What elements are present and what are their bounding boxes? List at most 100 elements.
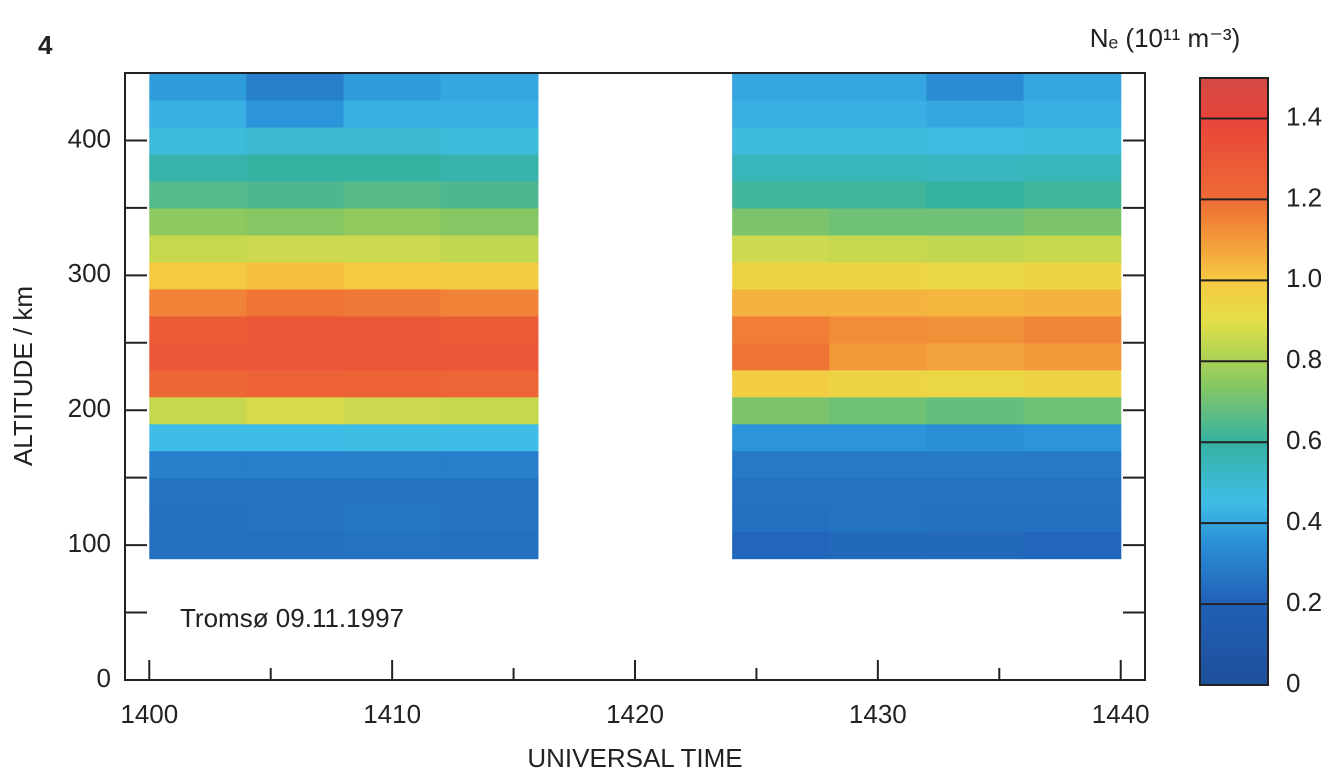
heat-cell	[343, 99, 442, 128]
heat-cell	[343, 234, 442, 263]
heat-cell	[149, 288, 248, 317]
heat-cell	[1023, 261, 1122, 290]
y-tick-label: 400	[68, 123, 111, 153]
heat-cell	[926, 504, 1025, 533]
heat-cell	[926, 234, 1025, 263]
heat-cell	[926, 396, 1025, 425]
heat-cell	[343, 342, 442, 371]
heat-cell	[732, 315, 830, 344]
y-tick-label: 200	[68, 393, 111, 423]
heat-cell	[926, 531, 1025, 560]
heat-cell	[829, 288, 928, 317]
heat-cell	[829, 342, 928, 371]
colorbar-tick-label: 0.6	[1286, 425, 1322, 455]
heat-cell	[343, 261, 442, 290]
heat-cell	[732, 261, 830, 290]
heat-cell	[732, 207, 830, 236]
heat-cell	[732, 73, 830, 101]
heat-cell	[149, 396, 248, 425]
heat-cell	[1023, 234, 1122, 263]
heat-cell	[829, 477, 928, 506]
heat-cell	[926, 288, 1025, 317]
heat-cell	[149, 504, 248, 533]
heat-cell	[440, 504, 539, 533]
heat-cell	[1023, 207, 1122, 236]
heat-cell	[926, 342, 1025, 371]
heat-cell	[149, 450, 248, 479]
heat-cell	[343, 504, 442, 533]
heat-cell	[1023, 126, 1122, 155]
heat-cell	[246, 423, 345, 452]
heat-cell	[732, 504, 830, 533]
heat-cell	[440, 342, 539, 371]
heat-cell	[829, 369, 928, 398]
heat-cell	[926, 180, 1025, 209]
heat-cell	[732, 126, 830, 155]
heat-cell	[440, 207, 539, 236]
x-tick-label: 1430	[849, 699, 907, 729]
heat-cell	[440, 99, 539, 128]
x-tick-label: 1440	[1092, 699, 1150, 729]
heat-cell	[1023, 73, 1122, 101]
heat-cell	[149, 477, 248, 506]
heat-cell	[926, 126, 1025, 155]
heat-cell	[343, 180, 442, 209]
x-axis-label: UNIVERSAL TIME	[527, 743, 742, 773]
panel-label: 4	[38, 30, 53, 60]
colorbar-tick-label: 0.8	[1286, 344, 1322, 374]
heat-cell	[246, 342, 345, 371]
heat-cell	[246, 396, 345, 425]
heat-cell	[246, 450, 345, 479]
heat-cell	[829, 207, 928, 236]
heat-cell	[732, 99, 830, 128]
heat-cell	[829, 531, 928, 560]
heat-cell	[926, 315, 1025, 344]
heat-cell	[829, 504, 928, 533]
heat-cell	[926, 153, 1025, 182]
y-tick-label: 0	[97, 663, 111, 693]
colorbar-tick-label: 0.4	[1286, 506, 1322, 536]
heat-cell	[246, 504, 345, 533]
heat-cell	[149, 423, 248, 452]
heat-cell	[440, 396, 539, 425]
heat-cell	[246, 207, 345, 236]
heat-cell	[149, 531, 248, 560]
heat-cell	[440, 73, 539, 101]
heat-cell	[926, 423, 1025, 452]
heat-cell	[926, 477, 1025, 506]
x-tick-label: 1420	[606, 699, 664, 729]
heat-cell	[246, 99, 345, 128]
y-tick-label: 300	[68, 258, 111, 288]
colorbar-tick-label: 1.2	[1286, 182, 1322, 212]
y-axis-label: ALTITUDE / km	[8, 286, 38, 466]
heat-cell	[732, 180, 830, 209]
heat-cell	[1023, 450, 1122, 479]
heat-cell	[343, 450, 442, 479]
heat-cell	[343, 207, 442, 236]
heat-cell	[1023, 288, 1122, 317]
heat-cell	[1023, 423, 1122, 452]
heat-cell	[926, 450, 1025, 479]
heat-cell	[440, 234, 539, 263]
heat-cell	[926, 73, 1025, 101]
heat-cell	[1023, 99, 1122, 128]
heat-cell	[926, 207, 1025, 236]
heat-cell	[829, 396, 928, 425]
heat-cell	[149, 180, 248, 209]
heat-cell	[246, 234, 345, 263]
heat-cell	[829, 126, 928, 155]
heat-cell	[829, 423, 928, 452]
heat-cell	[829, 180, 928, 209]
colorbar-label: Nₑ (10¹¹ m⁻³)	[1090, 23, 1240, 53]
heat-cell	[246, 261, 345, 290]
heat-cell	[829, 153, 928, 182]
heat-cell	[343, 126, 442, 155]
heat-cell	[1023, 180, 1122, 209]
x-tick-label: 1410	[363, 699, 421, 729]
heat-cell	[732, 234, 830, 263]
heat-cell	[732, 531, 830, 560]
heat-cell	[343, 423, 442, 452]
heat-cell	[1023, 477, 1122, 506]
heat-cell	[440, 423, 539, 452]
heat-cell	[1023, 342, 1122, 371]
